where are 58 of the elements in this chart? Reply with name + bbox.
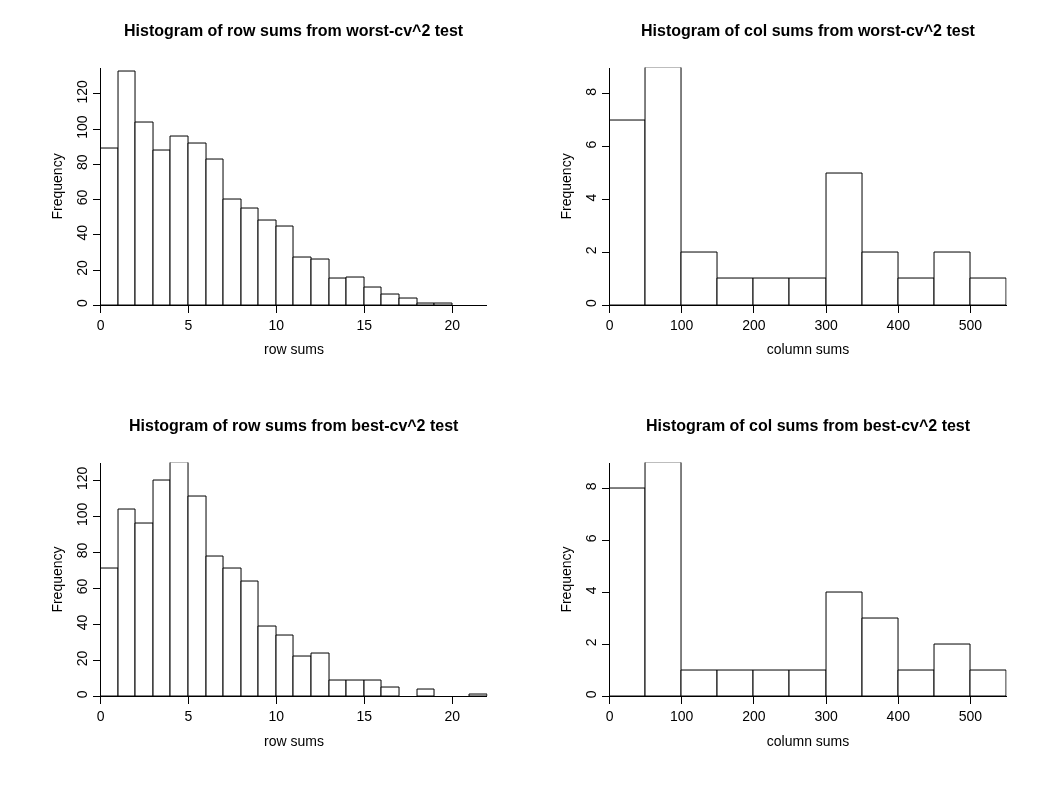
x-tick-label: 0 xyxy=(96,708,105,725)
x-tick-label: 100 xyxy=(670,708,694,725)
y-tick-label: 40 xyxy=(73,614,90,631)
x-tick-label: 15 xyxy=(356,317,373,334)
x-tick-label: 200 xyxy=(742,708,766,725)
x-tick-label: 5 xyxy=(184,317,193,334)
x-tick-label: 0 xyxy=(96,317,105,334)
y-tick-label: 20 xyxy=(73,259,90,276)
y-tick-label: 120 xyxy=(73,466,90,491)
y-tick-label: 80 xyxy=(73,542,90,559)
y-tick-label: 2 xyxy=(582,246,599,255)
x-tick-label: 300 xyxy=(814,708,838,725)
x-tick-label: 0 xyxy=(605,708,614,725)
y-tick-label: 6 xyxy=(582,534,599,543)
y-tick-label: 0 xyxy=(582,299,599,308)
y-tick-label: 80 xyxy=(73,154,90,171)
x-tick-label: 400 xyxy=(886,708,911,725)
x-tick-label: 200 xyxy=(742,317,766,334)
y-tick-label: 20 xyxy=(73,650,90,667)
x-tick-label: 300 xyxy=(814,317,838,334)
x-axis-title: column sums xyxy=(766,341,850,358)
x-tick-label: 5 xyxy=(184,708,193,725)
x-axis-title: row sums xyxy=(264,341,324,358)
y-axis-title: Frequency xyxy=(557,153,574,220)
y-tick-label: 60 xyxy=(73,189,90,206)
x-tick-label: 100 xyxy=(670,317,694,334)
y-tick-label: 60 xyxy=(73,578,90,595)
x-tick-label: 20 xyxy=(444,708,461,725)
y-axis-title: Frequency xyxy=(48,546,65,613)
x-tick-label: 0 xyxy=(605,317,614,334)
y-tick-label: 8 xyxy=(582,482,599,491)
y-tick-label: 120 xyxy=(73,79,90,104)
chart-title: Histogram of row sums from worst-cv^2 test xyxy=(124,22,464,39)
y-tick-label: 2 xyxy=(582,638,599,647)
chart-title: Histogram of col sums from best-cv^2 test xyxy=(646,417,971,434)
x-tick-label: 500 xyxy=(958,708,983,725)
y-tick-label: 100 xyxy=(73,115,90,139)
y-axis-title: Frequency xyxy=(557,546,574,613)
y-tick-label: 0 xyxy=(73,299,90,308)
y-tick-label: 0 xyxy=(73,690,90,699)
y-tick-label: 4 xyxy=(582,586,599,595)
x-tick-label: 10 xyxy=(268,708,285,725)
x-tick-label: 500 xyxy=(958,317,983,334)
x-tick-label: 10 xyxy=(268,317,285,334)
y-tick-label: 0 xyxy=(582,690,599,699)
x-tick-label: 400 xyxy=(886,317,911,334)
y-tick-label: 40 xyxy=(73,224,90,241)
chart-title: Histogram of row sums from best-cv^2 test xyxy=(129,417,460,434)
y-axis-title: Frequency xyxy=(48,153,65,220)
x-axis-title: row sums xyxy=(264,732,324,749)
x-tick-label: 15 xyxy=(356,708,373,725)
chart-title: Histogram of col sums from worst-cv^2 test xyxy=(641,22,976,39)
y-tick-label: 100 xyxy=(73,502,90,527)
y-tick-label: 8 xyxy=(582,87,599,96)
x-tick-label: 20 xyxy=(444,317,461,334)
y-tick-label: 6 xyxy=(582,140,599,149)
x-axis-title: column sums xyxy=(766,732,850,749)
y-tick-label: 4 xyxy=(582,193,599,202)
